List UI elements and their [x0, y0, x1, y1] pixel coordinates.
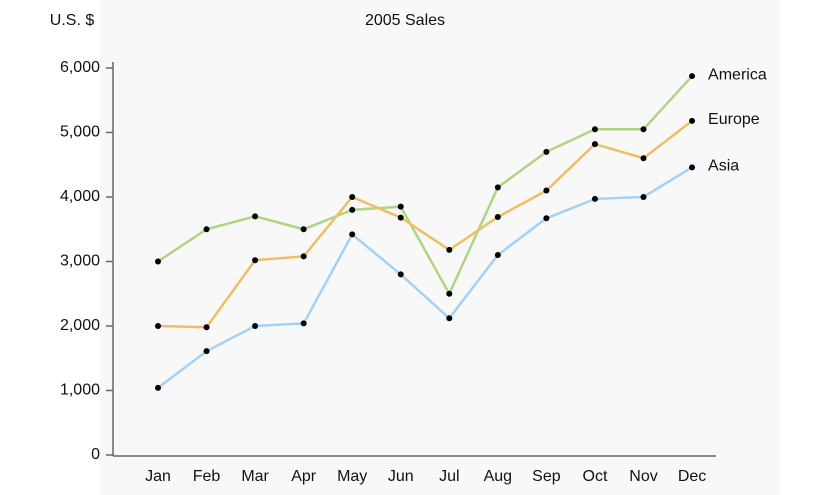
x-tick-label: Oct — [583, 468, 608, 485]
data-point — [640, 155, 647, 162]
x-tick-label: Sep — [532, 468, 561, 485]
x-tick-label: Mar — [241, 468, 269, 485]
series-label: Europe — [708, 111, 760, 128]
data-point — [155, 323, 161, 329]
data-point — [591, 126, 598, 133]
series-label: America — [708, 66, 767, 83]
data-point — [591, 141, 598, 148]
series-line — [157, 166, 693, 389]
x-tick-label: Jun — [388, 468, 414, 485]
series-line — [157, 119, 693, 329]
data-point — [300, 320, 307, 327]
data-point — [203, 348, 210, 355]
data-point — [300, 253, 307, 260]
data-point — [252, 257, 259, 264]
y-axis-label: U.S. $ — [50, 12, 95, 29]
data-point — [689, 117, 696, 124]
x-tick-label: Jul — [439, 468, 459, 485]
x-tick-label: Apr — [291, 468, 317, 485]
data-point — [446, 290, 453, 297]
data-point — [252, 213, 259, 220]
data-point — [689, 164, 696, 171]
data-point — [397, 271, 404, 278]
data-point — [155, 258, 161, 265]
y-tick-label: 0 — [91, 446, 100, 463]
data-point — [203, 324, 210, 331]
data-point — [446, 315, 453, 322]
y-tick-label: 6,000 — [60, 59, 100, 76]
x-tick-label: May — [337, 468, 367, 485]
y-tick-label: 2,000 — [60, 317, 100, 334]
data-point — [349, 231, 356, 238]
x-tick-label: Jan — [145, 468, 171, 485]
x-tick-label: Nov — [629, 468, 657, 485]
data-point — [203, 226, 210, 233]
y-tick-label: 1,000 — [60, 382, 100, 399]
data-point — [494, 184, 501, 191]
chart-title: 2005 Sales — [365, 12, 445, 29]
data-point — [446, 246, 453, 253]
data-point — [494, 213, 501, 220]
data-point — [494, 252, 501, 259]
data-point — [300, 226, 307, 233]
data-point — [543, 215, 550, 222]
y-tick-label: 5,000 — [60, 124, 100, 141]
data-point — [689, 73, 696, 80]
series-line — [157, 75, 693, 297]
data-point — [155, 384, 161, 391]
data-point — [591, 195, 598, 202]
data-point — [543, 187, 550, 194]
data-point — [640, 194, 647, 200]
x-tick-label: Feb — [193, 468, 221, 485]
y-tick-label: 4,000 — [60, 188, 100, 205]
data-point — [397, 214, 404, 221]
data-point — [543, 148, 550, 155]
data-point — [640, 126, 647, 133]
data-point — [349, 194, 356, 200]
data-point — [349, 206, 356, 213]
plot-background — [100, 0, 780, 495]
x-tick-label: Aug — [484, 468, 512, 485]
x-tick-label: Dec — [678, 468, 706, 485]
y-tick-label: 3,000 — [60, 253, 100, 270]
series-label: Asia — [708, 158, 739, 175]
data-point — [397, 203, 404, 210]
data-point — [252, 323, 259, 329]
